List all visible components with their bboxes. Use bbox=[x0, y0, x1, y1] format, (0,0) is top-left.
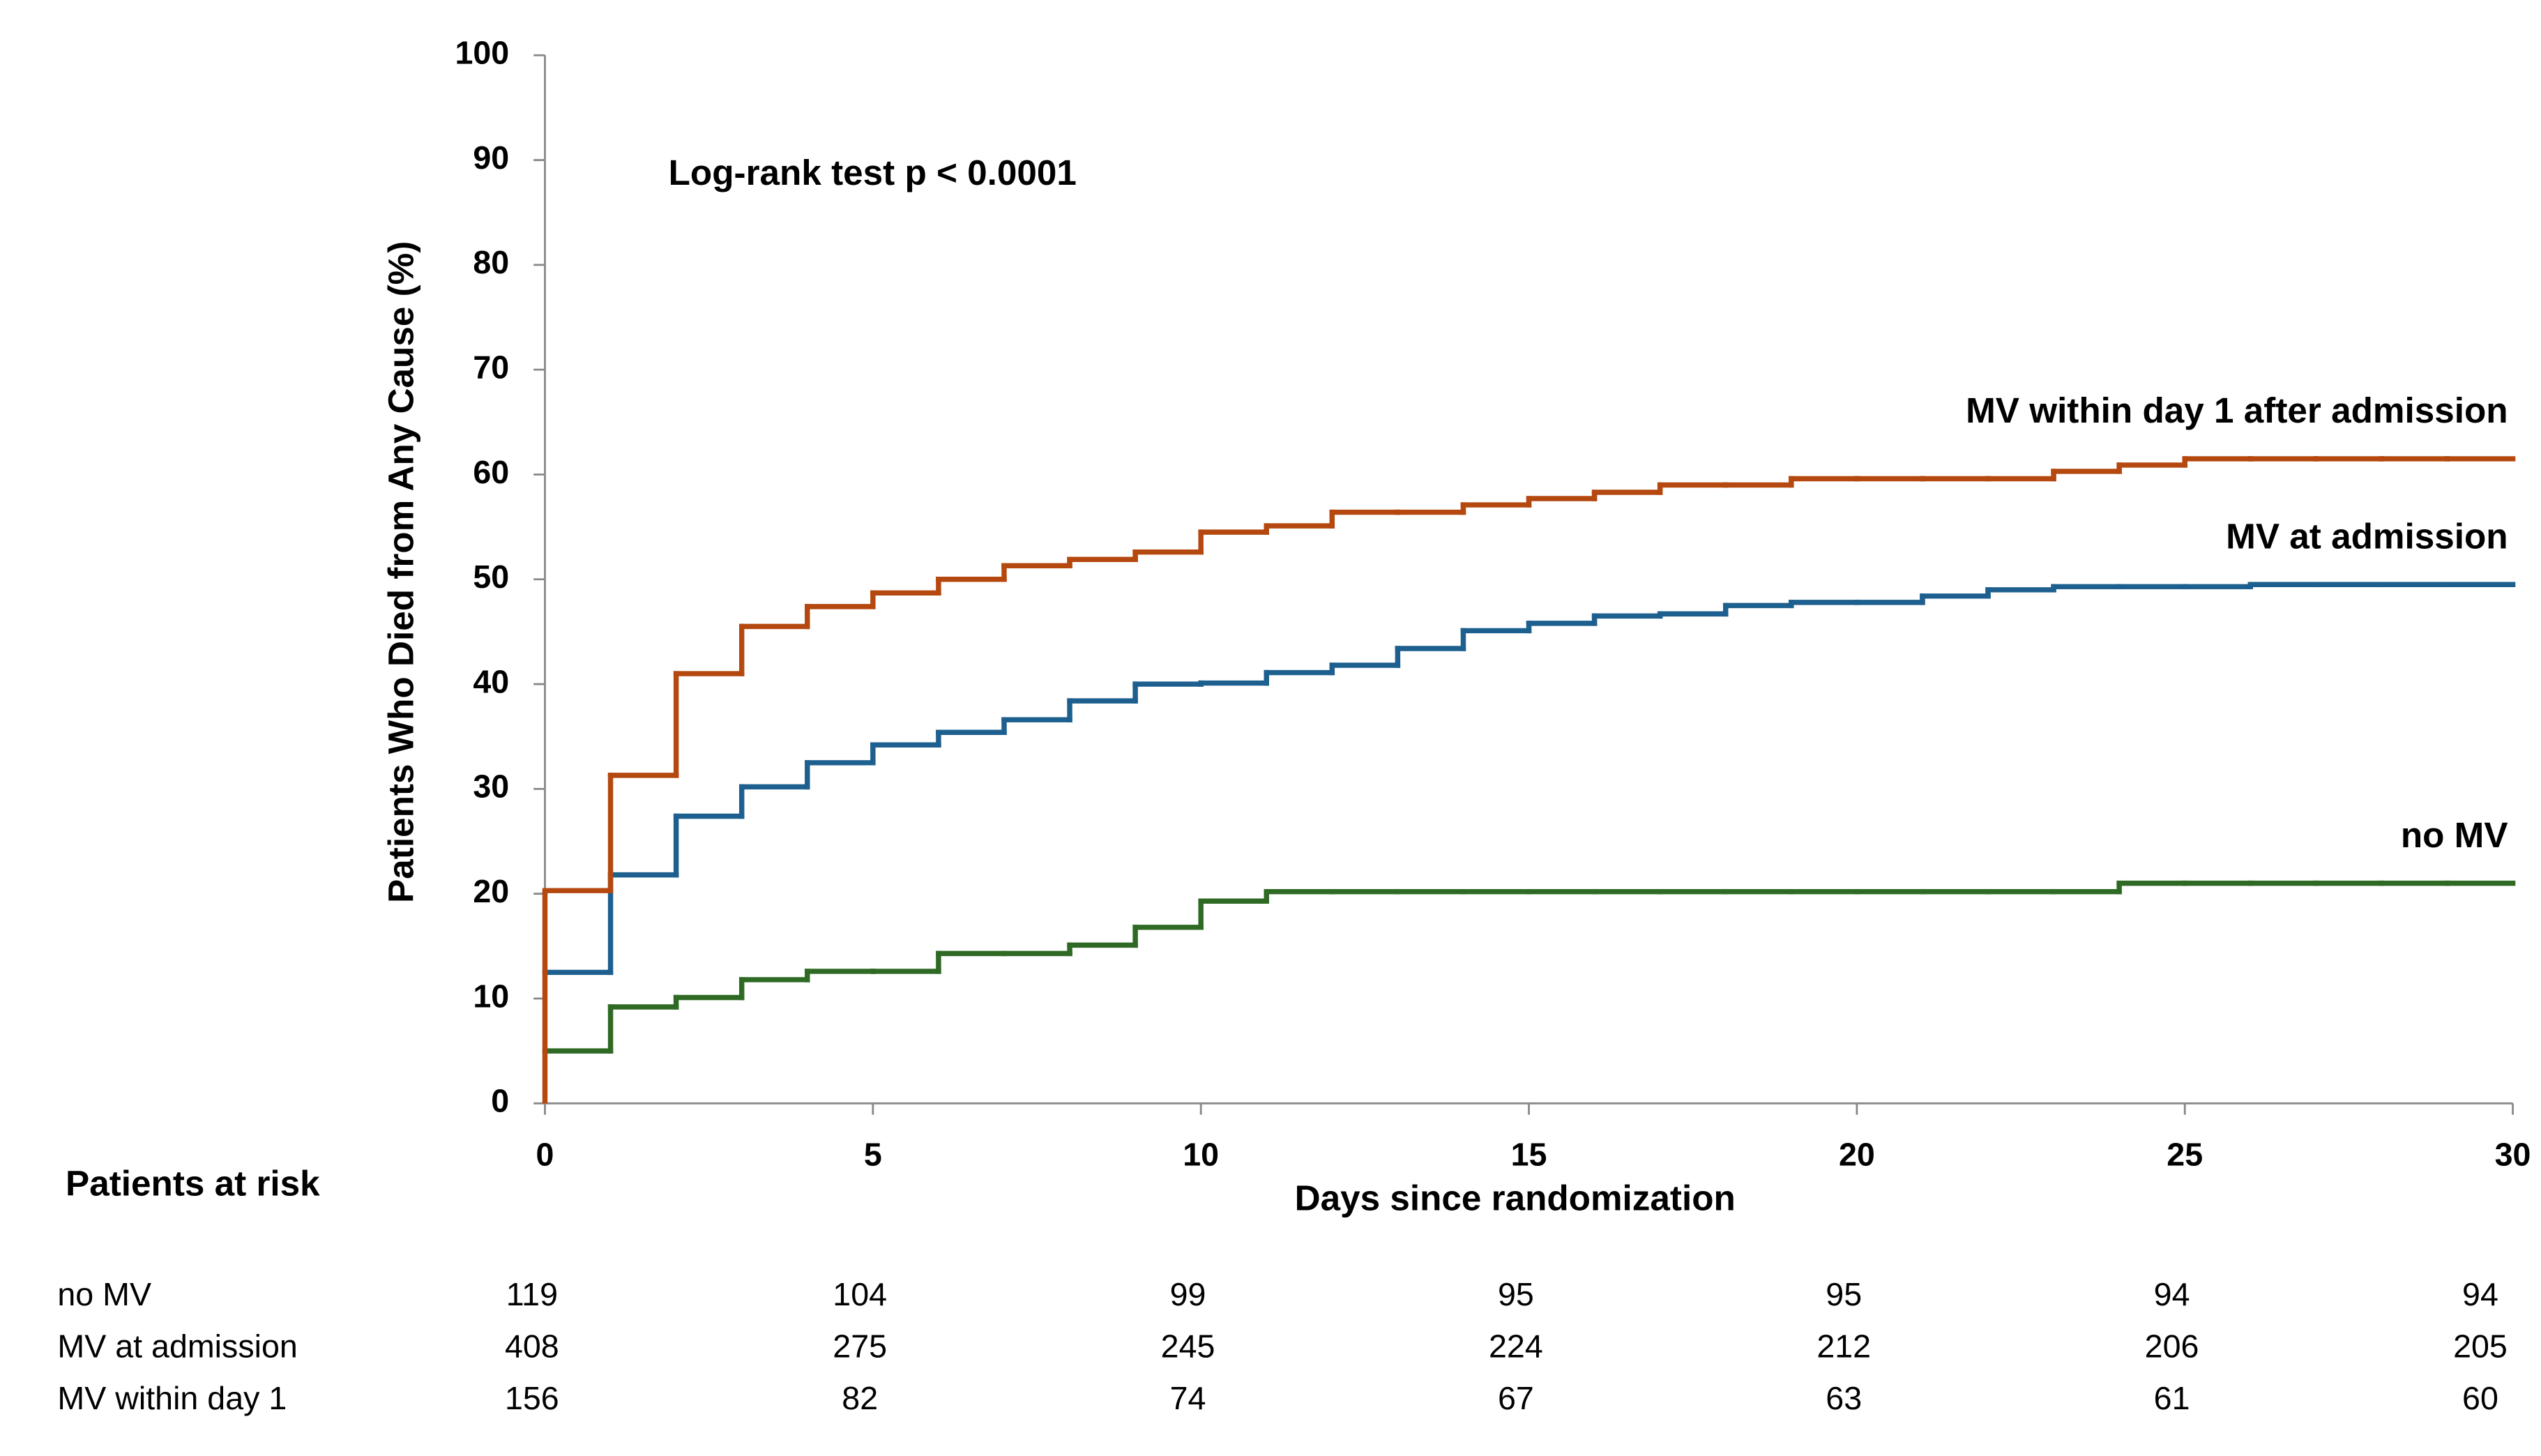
y-tick-label: 50 bbox=[473, 559, 509, 595]
risk-count: 94 bbox=[2462, 1276, 2498, 1312]
y-tick-label: 80 bbox=[473, 244, 509, 280]
risk-count: 63 bbox=[1826, 1380, 1862, 1416]
risk-count: 95 bbox=[1826, 1276, 1862, 1312]
x-tick-label: 30 bbox=[2495, 1137, 2531, 1173]
risk-count: 82 bbox=[842, 1380, 878, 1416]
risk-count: 245 bbox=[1161, 1328, 1215, 1365]
risk-count: 74 bbox=[1170, 1380, 1206, 1416]
risk-table-title: Patients at risk bbox=[66, 1164, 320, 1204]
risk-count: 212 bbox=[1816, 1328, 1871, 1365]
x-axis-label: Days since randomization bbox=[1295, 1178, 1736, 1218]
risk-count: 67 bbox=[1498, 1380, 1534, 1416]
y-tick-label: 30 bbox=[473, 768, 509, 805]
risk-count: 156 bbox=[505, 1380, 559, 1416]
risk-row-label: no MV bbox=[57, 1276, 151, 1312]
risk-count: 60 bbox=[2462, 1380, 2498, 1416]
y-tick-label: 90 bbox=[473, 139, 509, 176]
x-tick-label: 10 bbox=[1183, 1137, 1219, 1173]
series-label: MV at admission bbox=[2226, 517, 2508, 556]
risk-count: 205 bbox=[2453, 1328, 2508, 1365]
risk-count: 275 bbox=[833, 1328, 887, 1365]
risk-count: 95 bbox=[1498, 1276, 1534, 1312]
risk-count: 408 bbox=[505, 1328, 559, 1365]
risk-count: 61 bbox=[2154, 1380, 2190, 1416]
risk-count: 119 bbox=[506, 1276, 558, 1312]
y-tick-label: 70 bbox=[473, 349, 509, 385]
series-label: MV within day 1 after admission bbox=[1966, 390, 2508, 430]
y-tick-label: 0 bbox=[491, 1083, 509, 1119]
risk-count: 94 bbox=[2154, 1276, 2190, 1312]
y-tick-label: 10 bbox=[473, 978, 509, 1014]
x-tick-label: 25 bbox=[2167, 1137, 2203, 1173]
y-tick-label: 60 bbox=[473, 454, 509, 490]
risk-count: 104 bbox=[833, 1276, 887, 1312]
risk-count: 99 bbox=[1170, 1276, 1206, 1312]
x-tick-label: 20 bbox=[1839, 1137, 1875, 1173]
risk-row-label: MV within day 1 bbox=[57, 1380, 287, 1416]
y-axis-label: Patients Who Died from Any Cause (%) bbox=[381, 241, 420, 903]
x-tick-label: 5 bbox=[864, 1137, 882, 1173]
risk-row-label: MV at admission bbox=[57, 1328, 297, 1365]
y-tick-label: 40 bbox=[473, 663, 509, 699]
y-tick-label: 100 bbox=[455, 35, 509, 71]
risk-count: 224 bbox=[1489, 1328, 1543, 1365]
annotation: Log-rank test p < 0.0001 bbox=[669, 153, 1077, 192]
x-tick-label: 15 bbox=[1511, 1137, 1547, 1173]
x-tick-label: 0 bbox=[536, 1137, 554, 1173]
series-label: no MV bbox=[2401, 815, 2508, 855]
risk-count: 206 bbox=[2145, 1328, 2199, 1365]
y-tick-label: 20 bbox=[473, 873, 509, 909]
